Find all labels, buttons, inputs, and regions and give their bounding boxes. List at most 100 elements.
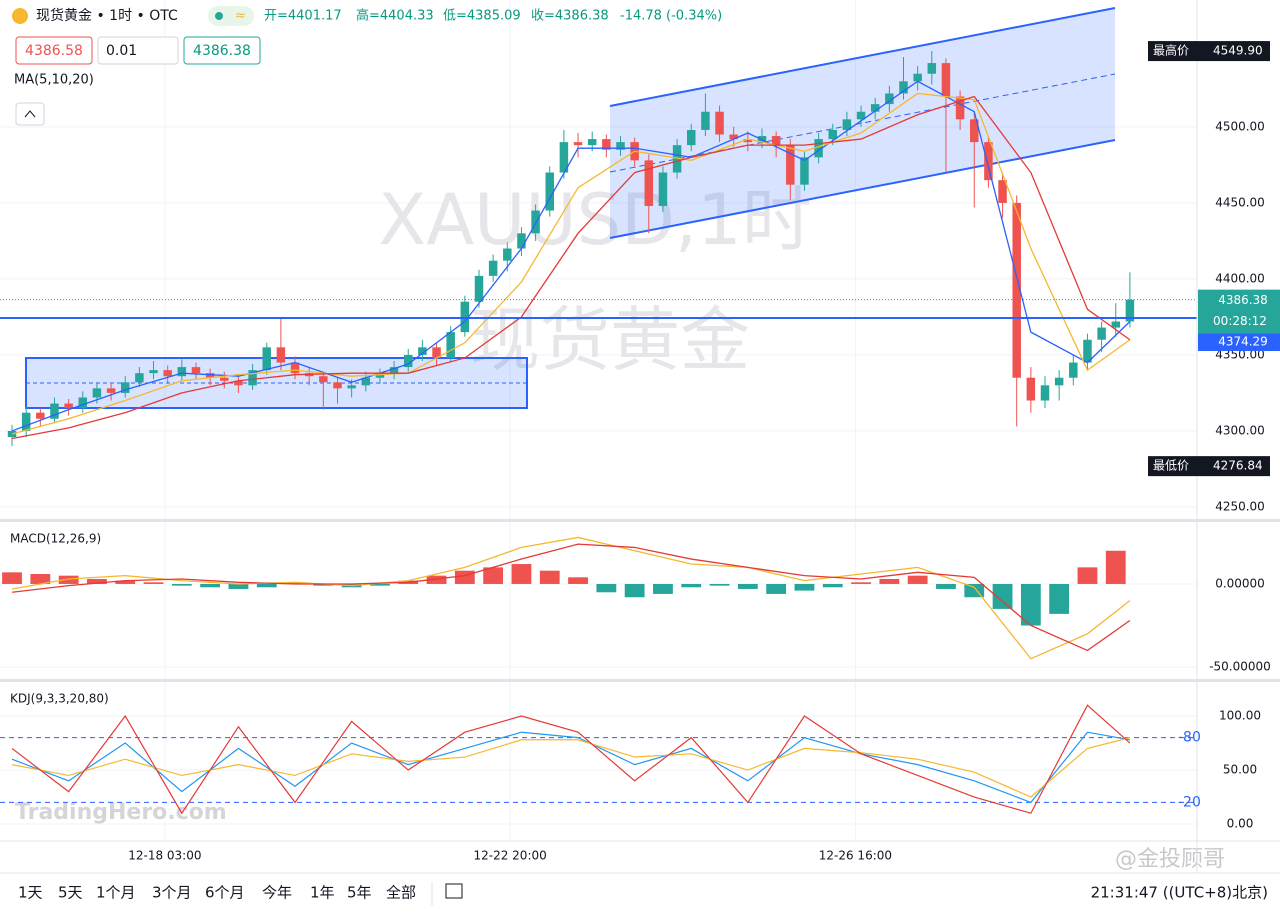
candle-body bbox=[92, 388, 102, 398]
candle-body bbox=[205, 373, 215, 378]
candle-body bbox=[1054, 377, 1064, 386]
candle-body bbox=[177, 367, 187, 377]
candle-body bbox=[191, 367, 201, 374]
macd-bar bbox=[228, 583, 249, 589]
macd-bar bbox=[624, 583, 645, 598]
macd-bar bbox=[483, 567, 504, 584]
buy-button[interactable] bbox=[183, 36, 261, 65]
range-box[interactable] bbox=[25, 357, 528, 409]
range-button[interactable]: 1个月 bbox=[96, 884, 136, 902]
range-button[interactable]: 5天 bbox=[58, 884, 83, 902]
candle-body bbox=[856, 111, 866, 120]
pane-divider bbox=[0, 519, 1280, 522]
pane-label[interactable]: MACD(12,26,9) bbox=[10, 532, 101, 546]
candle-body bbox=[262, 347, 271, 371]
macd-bar bbox=[766, 583, 787, 594]
range-button[interactable]: 今年 bbox=[262, 884, 292, 902]
macd-bar bbox=[256, 583, 277, 588]
candle-body bbox=[163, 370, 172, 377]
range-button[interactable]: 3个月 bbox=[152, 884, 192, 902]
symbol[interactable]: 现货黄金 • 1时 • OTC bbox=[36, 7, 178, 24]
indicator-label[interactable]: MA(5,10,20) bbox=[14, 73, 94, 88]
candle-body bbox=[503, 248, 512, 261]
candle-body bbox=[955, 96, 965, 120]
candle-body bbox=[64, 403, 73, 409]
candle-body bbox=[1069, 362, 1078, 378]
hline-label-box bbox=[1198, 333, 1280, 352]
candle-body bbox=[885, 93, 894, 105]
candle-body bbox=[800, 157, 809, 185]
pane-divider bbox=[0, 679, 1280, 682]
candle-body bbox=[234, 380, 243, 386]
candle-body bbox=[828, 129, 837, 140]
macd-bar bbox=[115, 580, 136, 584]
candle-body bbox=[403, 354, 413, 368]
y-tick-label: 0.00000 bbox=[1215, 576, 1265, 590]
date-range-icon[interactable] bbox=[445, 883, 463, 899]
qty-input[interactable] bbox=[97, 36, 179, 65]
status-badge bbox=[208, 6, 254, 26]
range-button[interactable]: 1年 bbox=[310, 884, 335, 902]
x-tick-label: 12-18 03:00 bbox=[128, 849, 201, 863]
candle-body bbox=[998, 180, 1007, 203]
macd-bar bbox=[539, 570, 560, 584]
qty: 0.01 bbox=[106, 43, 137, 59]
range-button[interactable]: 5年 bbox=[347, 884, 372, 902]
candle-body bbox=[573, 142, 583, 146]
candle-body bbox=[927, 63, 937, 74]
level-label: -80 bbox=[1178, 730, 1201, 746]
pane-label[interactable]: KDJ(9,3,3,20,80) bbox=[10, 692, 109, 706]
macd-bar bbox=[1020, 583, 1041, 626]
range-button[interactable]: 6个月 bbox=[205, 884, 245, 902]
macd-bar bbox=[426, 575, 447, 584]
channel-top[interactable] bbox=[609, 7, 1116, 107]
candle-body bbox=[1012, 202, 1021, 378]
range-button[interactable]: 全部 bbox=[386, 884, 416, 902]
hline-label: 4374.29 bbox=[1218, 335, 1268, 349]
candle-body bbox=[729, 134, 738, 140]
y-tick-label: -50.00000 bbox=[1209, 660, 1271, 674]
candle-body bbox=[389, 367, 399, 374]
candle-body bbox=[319, 376, 328, 383]
candle-body bbox=[361, 377, 371, 386]
macd-bar bbox=[143, 582, 164, 584]
range-button[interactable]: 1天 bbox=[18, 884, 43, 902]
candle-body bbox=[1125, 299, 1135, 322]
sell-button[interactable] bbox=[15, 36, 93, 65]
candle-body bbox=[248, 370, 257, 386]
macd-bar bbox=[681, 583, 702, 588]
candle-body bbox=[290, 362, 300, 374]
macd-bar bbox=[454, 570, 475, 584]
candle-body bbox=[814, 139, 823, 158]
macd-bar bbox=[596, 583, 617, 593]
y-tick-label: 4250.00 bbox=[1215, 499, 1265, 513]
indicator-line bbox=[11, 737, 1131, 798]
candle-body bbox=[7, 430, 17, 438]
candle-body bbox=[375, 373, 385, 378]
candle-body bbox=[474, 275, 484, 302]
candle-body bbox=[1040, 385, 1050, 401]
macd-bar bbox=[737, 583, 758, 589]
ohlc-high: 高=4404.33 bbox=[356, 8, 434, 24]
channel-bottom[interactable] bbox=[609, 139, 1116, 239]
candle-body bbox=[418, 347, 427, 355]
candle-body bbox=[276, 347, 286, 363]
status-dot bbox=[215, 12, 223, 20]
indicator-line bbox=[11, 731, 1131, 804]
x-tick-label: 12-22 20:00 bbox=[473, 849, 546, 863]
candle-body bbox=[941, 63, 951, 97]
macd-bar bbox=[171, 583, 192, 586]
candle-body bbox=[347, 385, 356, 389]
candle-body bbox=[602, 139, 611, 150]
candle-body bbox=[743, 139, 753, 143]
candle-body bbox=[771, 136, 781, 146]
candle-body bbox=[446, 332, 455, 358]
macd-bar bbox=[822, 583, 843, 588]
bottom-bar: 1天 5天 1个月 3个月 6个月 今年 1年 5年 全部 21:31:47 ((UTC+8)北京… bbox=[18, 884, 1268, 902]
candle-body bbox=[644, 160, 654, 206]
labels: 12-18 03:00 12-22 20:00 12-26 16:00 4250.00… bbox=[10, 41, 1280, 863]
candle-body bbox=[488, 260, 498, 276]
candle-body bbox=[531, 210, 540, 234]
candle-body bbox=[559, 142, 569, 173]
collapse-button[interactable] bbox=[15, 102, 45, 126]
